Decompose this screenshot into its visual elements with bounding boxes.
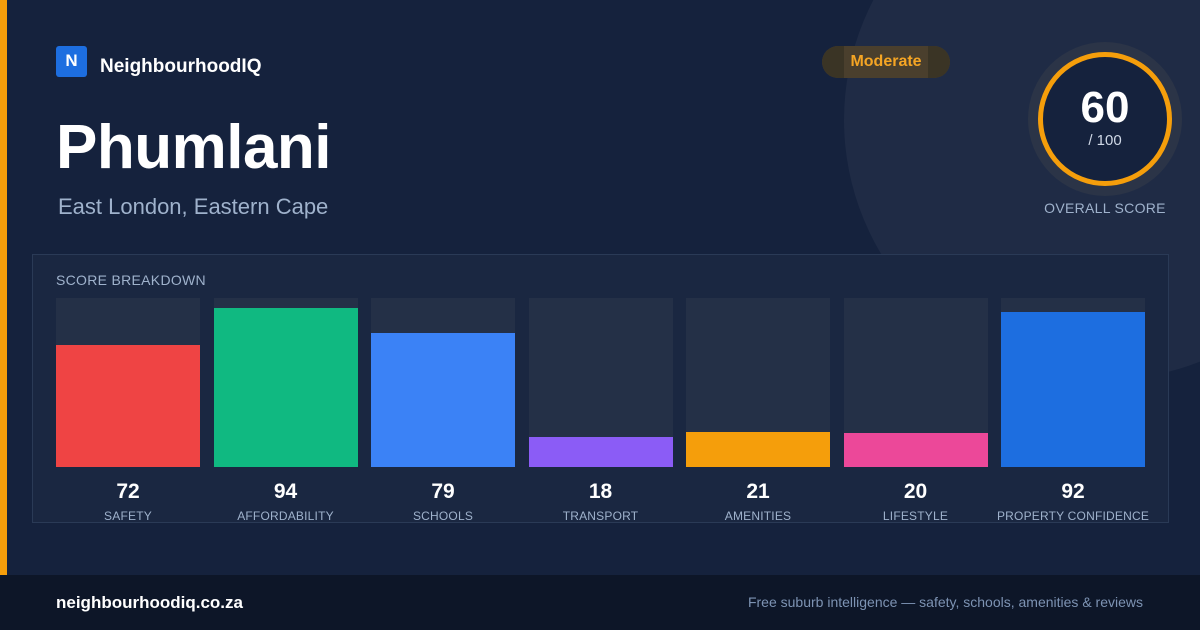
score-bar-fill [371, 333, 515, 467]
footer: neighbourhoodiq.co.za Free suburb intell… [0, 575, 1200, 630]
score-bar-value: 94 [273, 480, 298, 503]
score-bar-fill [528, 437, 673, 467]
overall-score-ring: 60 / 100 [1028, 42, 1182, 196]
score-bar-track [371, 298, 515, 467]
rating-badge: Moderate [822, 46, 950, 78]
score-bar-value: 72 [116, 480, 140, 503]
score-bar-label: PROPERTY CONFIDENCE [996, 509, 1150, 523]
suburb-location: East London, Eastern Cape [58, 194, 329, 219]
score-bar-schools: 79 SCHOOLS [371, 298, 515, 523]
score-bar-fill [1001, 312, 1145, 467]
score-bar-track [686, 298, 830, 467]
overall-score-value: 60 [1080, 83, 1130, 132]
score-bar-transport: 18 TRANSPORT [528, 298, 673, 523]
score-bar-track [213, 298, 358, 467]
accent-stripe [0, 0, 7, 575]
score-bar-label: LIFESTYLE [882, 509, 949, 523]
score-bar-value: 21 [746, 480, 770, 503]
score-bar-affordability: 94 AFFORDABILITY [213, 298, 358, 523]
brand: N NeighbourhoodIQ [56, 45, 262, 78]
score-bar-label: SCHOOLS [412, 509, 474, 523]
score-breakdown-title: SCORE BREAKDOWN [56, 272, 206, 288]
score-bar-track [528, 298, 673, 467]
score-bar-value: 92 [1061, 480, 1085, 503]
score-bar-property-confidence: 92 PROPERTY CONFIDENCE [997, 298, 1149, 523]
score-bar-label: TRANSPORT [562, 509, 639, 523]
score-bar-label: AMENITIES [724, 509, 792, 523]
score-bar-track [56, 298, 200, 467]
score-bar-fill [213, 308, 358, 467]
score-bar-track [843, 298, 988, 467]
rating-badge-label: Moderate [850, 53, 922, 70]
score-bar-fill [843, 433, 988, 467]
brand-logo-icon: N [56, 45, 87, 77]
footer-url: neighbourhoodiq.co.za [56, 593, 243, 612]
overall-score-label: OVERALL SCORE [1044, 200, 1166, 216]
suburb-title: Phumlani [56, 113, 332, 182]
score-ring-progress [1038, 52, 1172, 186]
footer-tagline: Free suburb intelligence — safety, schoo… [747, 594, 1143, 610]
score-bar-label: SAFETY [104, 509, 152, 523]
score-bar-fill [686, 432, 830, 467]
score-bar-label: AFFORDABILITY [237, 509, 334, 523]
score-bar-value: 18 [588, 480, 613, 503]
score-bar-value: 20 [903, 480, 928, 503]
score-bar-track [1001, 298, 1145, 467]
score-bar-value: 79 [431, 480, 455, 503]
score-bar-safety: 72 SAFETY [56, 298, 200, 523]
score-bar-lifestyle: 20 LIFESTYLE [843, 298, 988, 523]
score-bar-amenities: 21 AMENITIES [686, 298, 830, 523]
overall-score-max: / 100 [1088, 132, 1122, 149]
brand-name: NeighbourhoodIQ [100, 56, 262, 77]
score-bar-fill [56, 345, 200, 467]
score-breakdown-panel: SCORE BREAKDOWN 72 SAFETY 94 AFFORDABILITY 7… [32, 254, 1169, 523]
